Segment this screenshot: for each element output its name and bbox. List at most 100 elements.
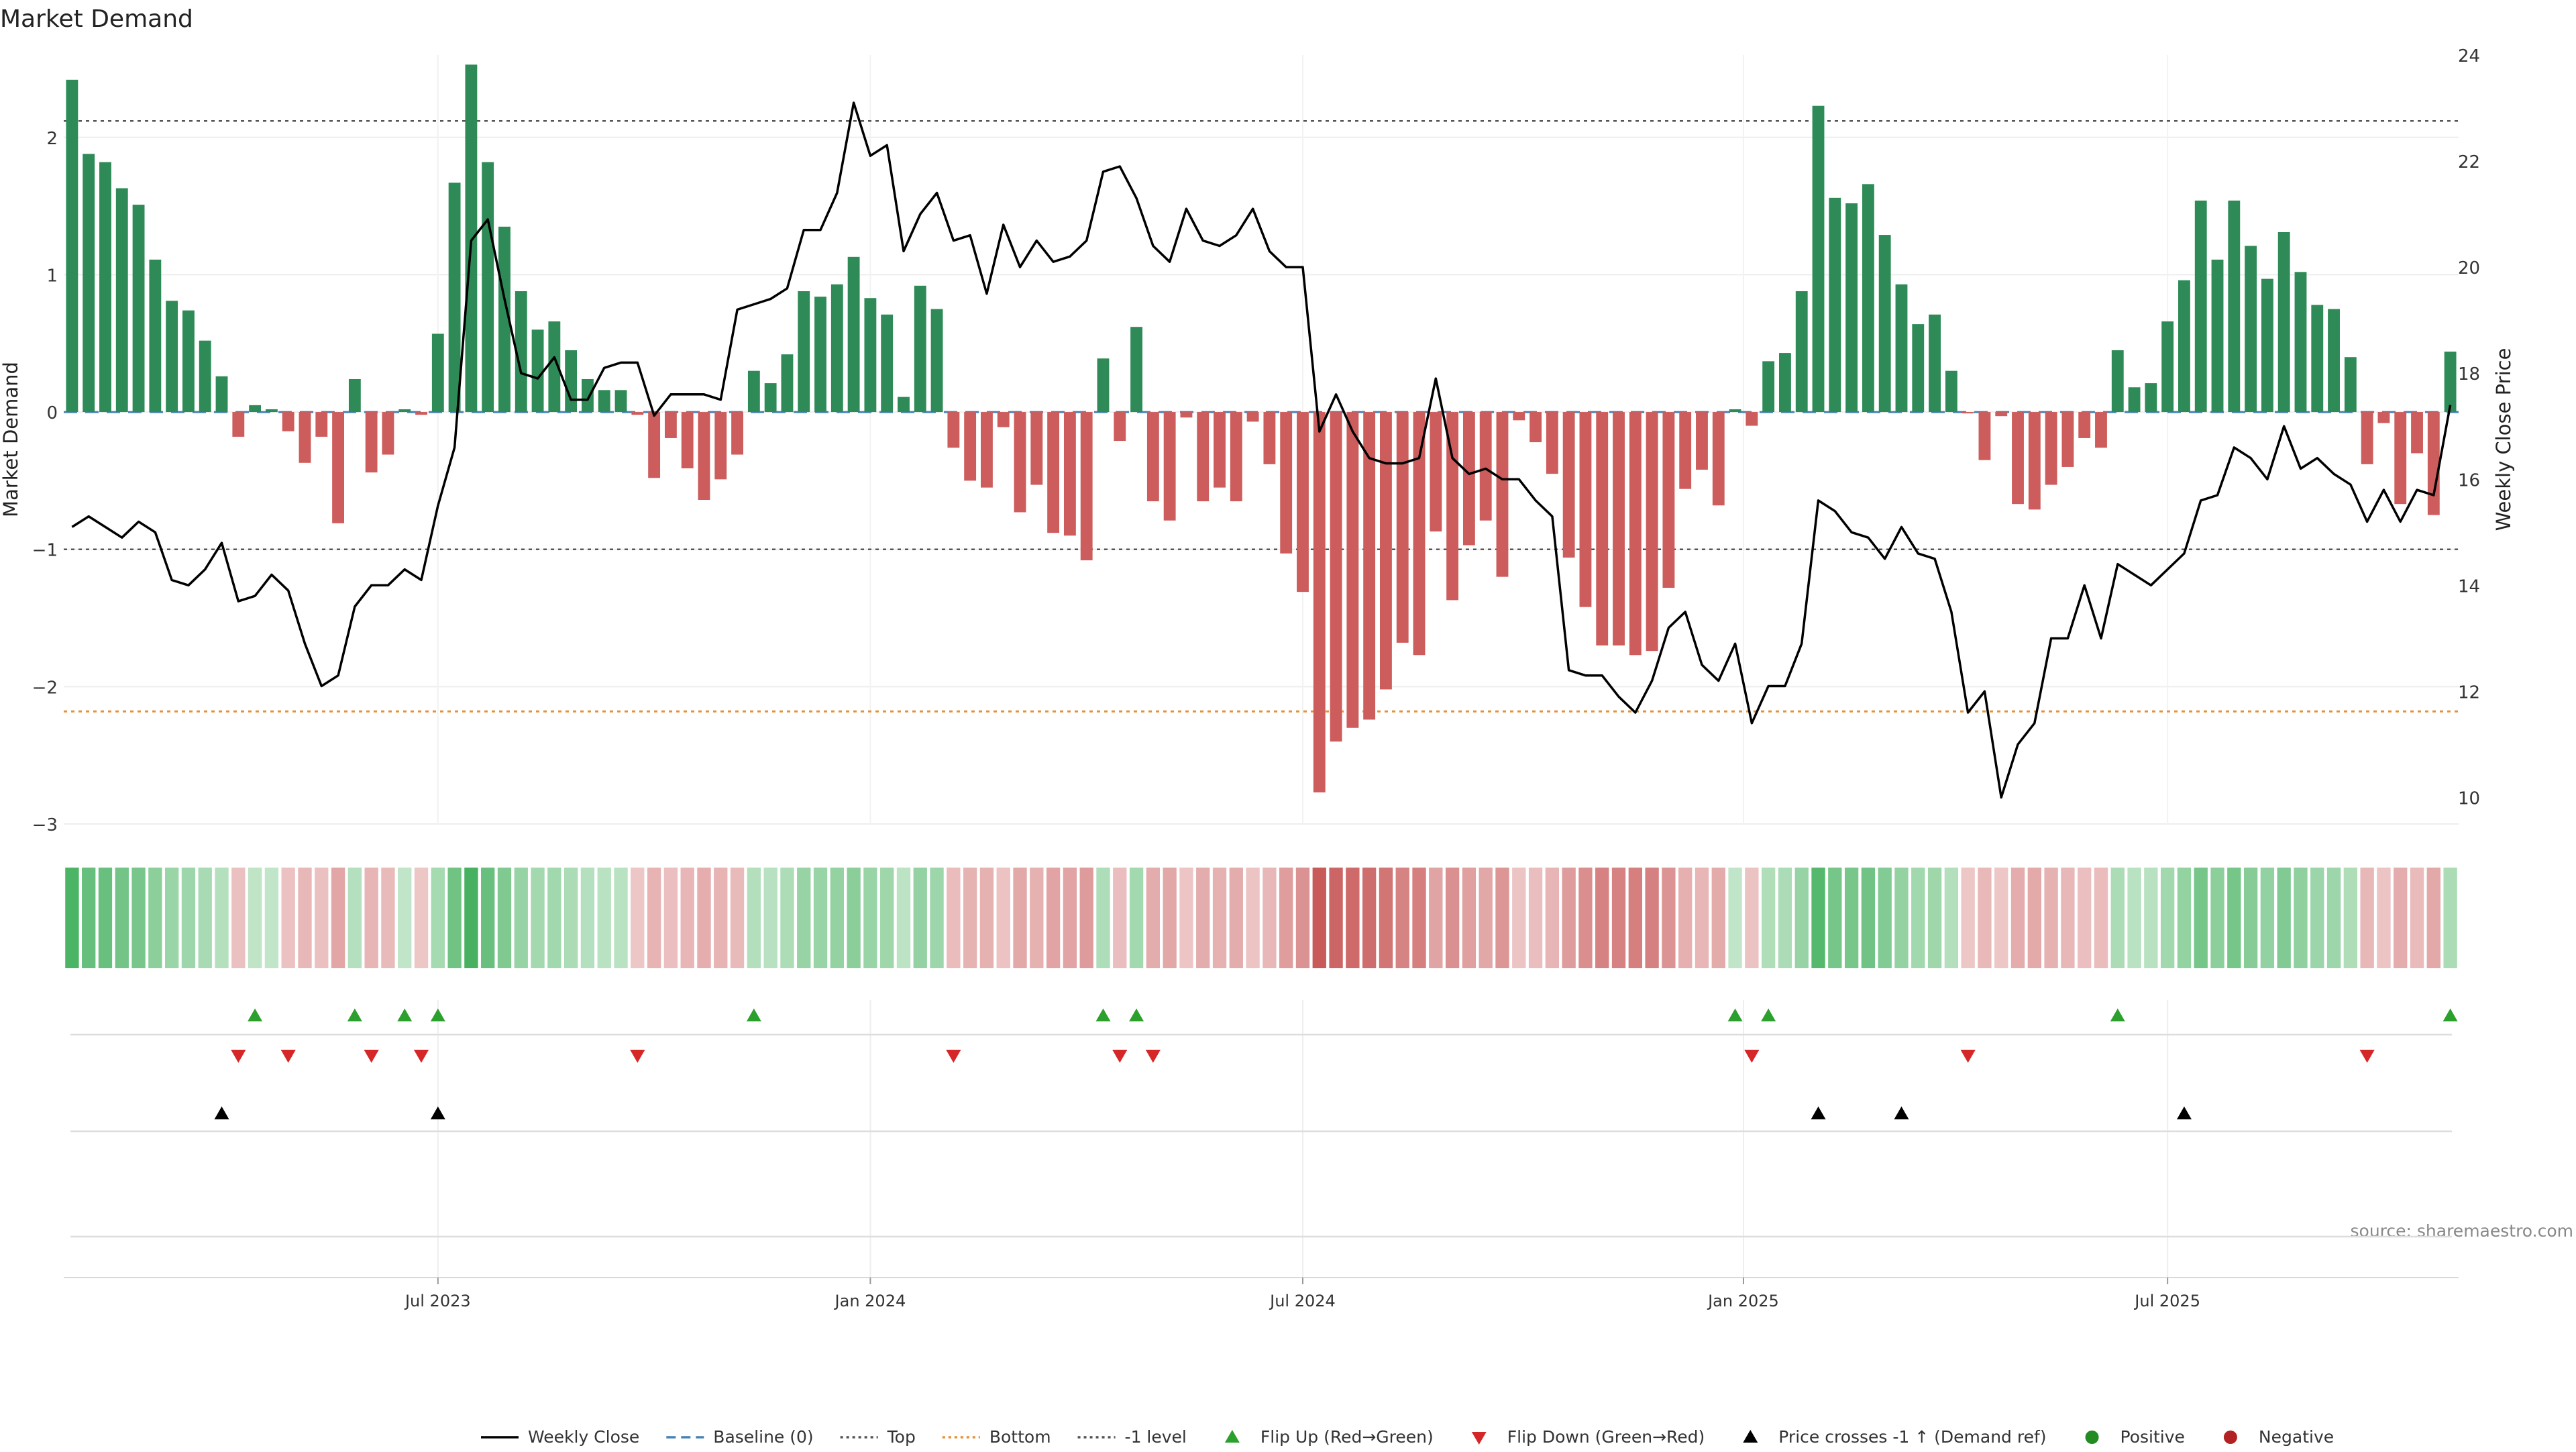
- demand-bar: [332, 412, 344, 523]
- regime-cell: [514, 868, 528, 968]
- y-axis: 2 1 0 −1 −2 −3: [32, 129, 58, 835]
- regime-cell: [1828, 868, 1842, 968]
- demand-bar: [431, 333, 444, 413]
- demand-bar: [265, 409, 278, 413]
- demand-bar: [2245, 246, 2257, 413]
- regime-cell: [215, 868, 229, 968]
- price-line-layer: [71, 101, 2452, 799]
- demand-bar: [232, 412, 245, 437]
- chart-title: Market Demand: [0, 5, 193, 33]
- demand-bar: [1080, 412, 1093, 561]
- flip-down-marker: [1112, 1049, 1128, 1063]
- y2-tick-label: 14: [2458, 576, 2480, 597]
- regime-cell: [2177, 868, 2192, 968]
- regime-cell: [2294, 868, 2308, 968]
- y-axis-label: Market Demand: [0, 362, 22, 517]
- demand-bar: [2012, 412, 2024, 505]
- legend-item: -1 level: [1077, 1427, 1187, 1447]
- demand-bar: [66, 79, 78, 413]
- regime-cell: [1146, 868, 1161, 968]
- demand-bar: [2178, 280, 2190, 413]
- regime-cell: [896, 868, 911, 968]
- regime-cell: [1911, 868, 1925, 968]
- x-tick-label: Jan 2024: [834, 1292, 906, 1310]
- regime-cell: [531, 868, 545, 968]
- regime-cell: [248, 868, 262, 968]
- regime-cell: [1179, 868, 1193, 968]
- demand-bar: [2411, 412, 2423, 454]
- regime-cell: [813, 868, 828, 968]
- regime-cell: [1129, 868, 1144, 968]
- regime-cell: [1927, 868, 1942, 968]
- legend-label: Weekly Close: [528, 1427, 639, 1447]
- y-tick-label: 0: [46, 403, 58, 423]
- demand-bar: [681, 412, 694, 468]
- regime-cell: [1263, 868, 1277, 968]
- regime-cell: [2027, 868, 2041, 968]
- demand-bar: [631, 412, 644, 415]
- demand-bar: [1795, 291, 1808, 413]
- regime-cell: [315, 868, 329, 968]
- regime-cell: [164, 868, 179, 968]
- legend-label: Baseline (0): [713, 1427, 813, 1447]
- legend-item: Top: [840, 1427, 916, 1447]
- demand-bar: [2045, 412, 2057, 485]
- demand-bar: [1679, 412, 1692, 489]
- demand-bar: [1446, 412, 1459, 601]
- flip-up-marker: [2443, 1008, 2458, 1022]
- regime-cell: [2277, 868, 2291, 968]
- demand-bar: [698, 412, 710, 501]
- regime-cell: [181, 868, 196, 968]
- demand-bar: [1197, 412, 1210, 502]
- regime-cell: [2110, 868, 2125, 968]
- demand-bar: [182, 310, 195, 413]
- demand-bar: [1097, 358, 1110, 413]
- demand-bar: [1513, 412, 1525, 421]
- demand-bar: [398, 409, 411, 413]
- regime-cell: [1745, 868, 1759, 968]
- regime-cell: [1794, 868, 1809, 968]
- regime-cell: [1279, 868, 1293, 968]
- regime-cell: [1878, 868, 1892, 968]
- regime-cell: [2394, 868, 2408, 968]
- regime-cell: [1528, 868, 1543, 968]
- regime-cell: [1778, 868, 1792, 968]
- regime-cell: [930, 868, 944, 968]
- demand-bar: [747, 370, 760, 413]
- regime-cell: [1113, 868, 1127, 968]
- regime-cell: [1711, 868, 1725, 968]
- demand-bar: [1163, 412, 1176, 521]
- regime-cell: [1379, 868, 1393, 968]
- demand-bar: [947, 412, 960, 448]
- y-tick-label: −1: [32, 541, 58, 561]
- x-tick-label: Jan 2025: [1707, 1292, 1779, 1310]
- regime-cell: [1229, 868, 1243, 968]
- demand-bar: [1945, 370, 1957, 413]
- legend-item: Flip Up (Red→Green): [1224, 1427, 1434, 1447]
- regime-cell: [1362, 868, 1377, 968]
- demand-bar: [1579, 412, 1592, 607]
- demand-bar: [1978, 412, 1991, 460]
- demand-bar: [299, 412, 311, 463]
- demand-bar: [814, 297, 826, 413]
- regime-cell: [979, 868, 994, 968]
- regime-cell: [2010, 868, 2025, 968]
- demand-bar: [382, 412, 394, 455]
- legend-item: Flip Down (Green→Red): [1471, 1427, 1705, 1447]
- demand-bar: [1562, 412, 1575, 558]
- regime-cell: [1395, 868, 1409, 968]
- x-axis: Jul 2023 Jan 2024 Jul 2024 Jan 2025 Jul 2025: [404, 1278, 2200, 1310]
- demand-bar: [1330, 412, 1342, 742]
- demand-bar: [2394, 412, 2407, 505]
- demand-bar: [1962, 412, 1974, 414]
- regime-cell: [131, 868, 146, 968]
- regime-cell: [1978, 868, 1992, 968]
- flip-down-marker: [946, 1049, 961, 1063]
- regime-cell: [1811, 868, 1825, 968]
- flip-down-marker: [414, 1049, 429, 1063]
- legend-label: Positive: [2121, 1427, 2185, 1447]
- demand-bar: [498, 226, 511, 413]
- regime-cell: [647, 868, 661, 968]
- demand-bar: [1346, 412, 1359, 728]
